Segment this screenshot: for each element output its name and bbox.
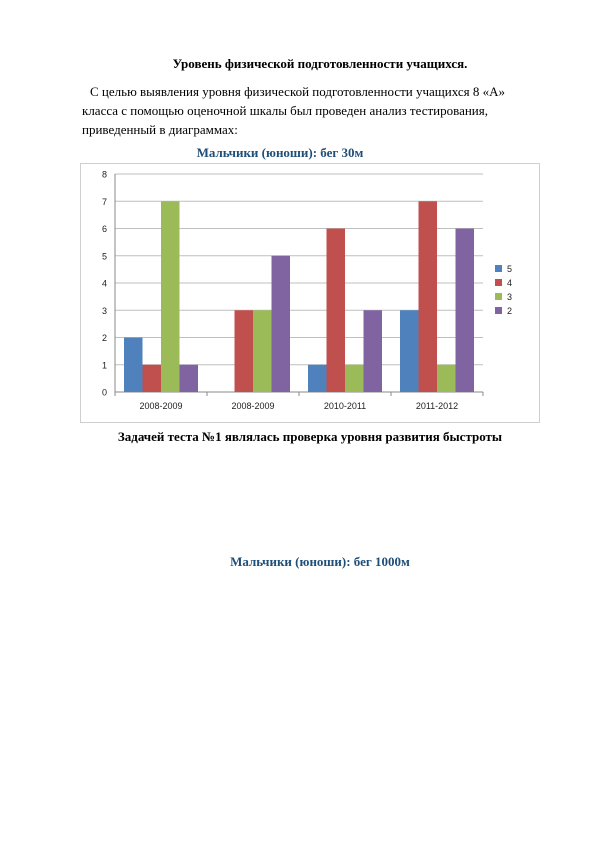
y-tick-label: 3 [102,306,107,316]
chart-2-caption: Мальчики (юноши): бег 1000м [230,554,410,569]
legend-label: 2 [507,306,512,316]
bar [271,255,290,392]
bar [308,364,327,392]
intro-text: С целью выявления уровня физической подг… [82,84,506,137]
chart-1-caption: Мальчики (юноши): бег 30м [196,145,364,160]
bar [345,364,364,392]
task-description: Задачей теста №1 являлась проверка уровн… [117,429,503,444]
x-tick-label: 2008-2009 [231,401,274,411]
legend-label: 4 [507,278,512,288]
bar [253,310,272,392]
bar [326,228,345,392]
bar [437,364,456,392]
legend-swatch [495,265,502,272]
legend-label: 3 [507,292,512,302]
document-title: Уровень физической подготовленности учащ… [172,56,468,71]
bar [161,201,180,392]
legend-label: 5 [507,264,512,274]
y-tick-label: 5 [102,251,107,261]
y-tick-label: 6 [102,224,107,234]
y-tick-label: 8 [102,170,107,180]
x-tick-label: 2011-2012 [416,401,458,411]
chart-1-container: 0 1 2 3 4 5 6 7 8 2008-2009 2008-2009 2010-2011 2011… [80,163,540,423]
legend-swatch [495,293,502,300]
intro-paragraph: С целью выявления уровня физической подг… [82,82,542,139]
y-tick-label: 4 [102,279,107,289]
bar [363,310,382,392]
bar [418,201,437,392]
legend-swatch [495,307,502,314]
bar [124,337,143,392]
x-tick-label: 2008-2009 [139,401,182,411]
bar-chart-run-30m: 0 1 2 3 4 5 6 7 8 2008-2009 2008-2009 2010-2011 2011… [80,163,540,423]
bar [142,364,161,392]
bar [179,364,198,392]
bar [455,228,474,392]
y-tick-label: 2 [102,333,107,343]
y-tick-label: 0 [102,388,107,398]
y-tick-label: 1 [102,360,107,370]
legend-swatch [495,279,502,286]
x-tick-label: 2010-2011 [324,401,366,411]
y-tick-label: 7 [102,197,107,207]
bar [400,310,419,392]
bar [234,310,253,392]
